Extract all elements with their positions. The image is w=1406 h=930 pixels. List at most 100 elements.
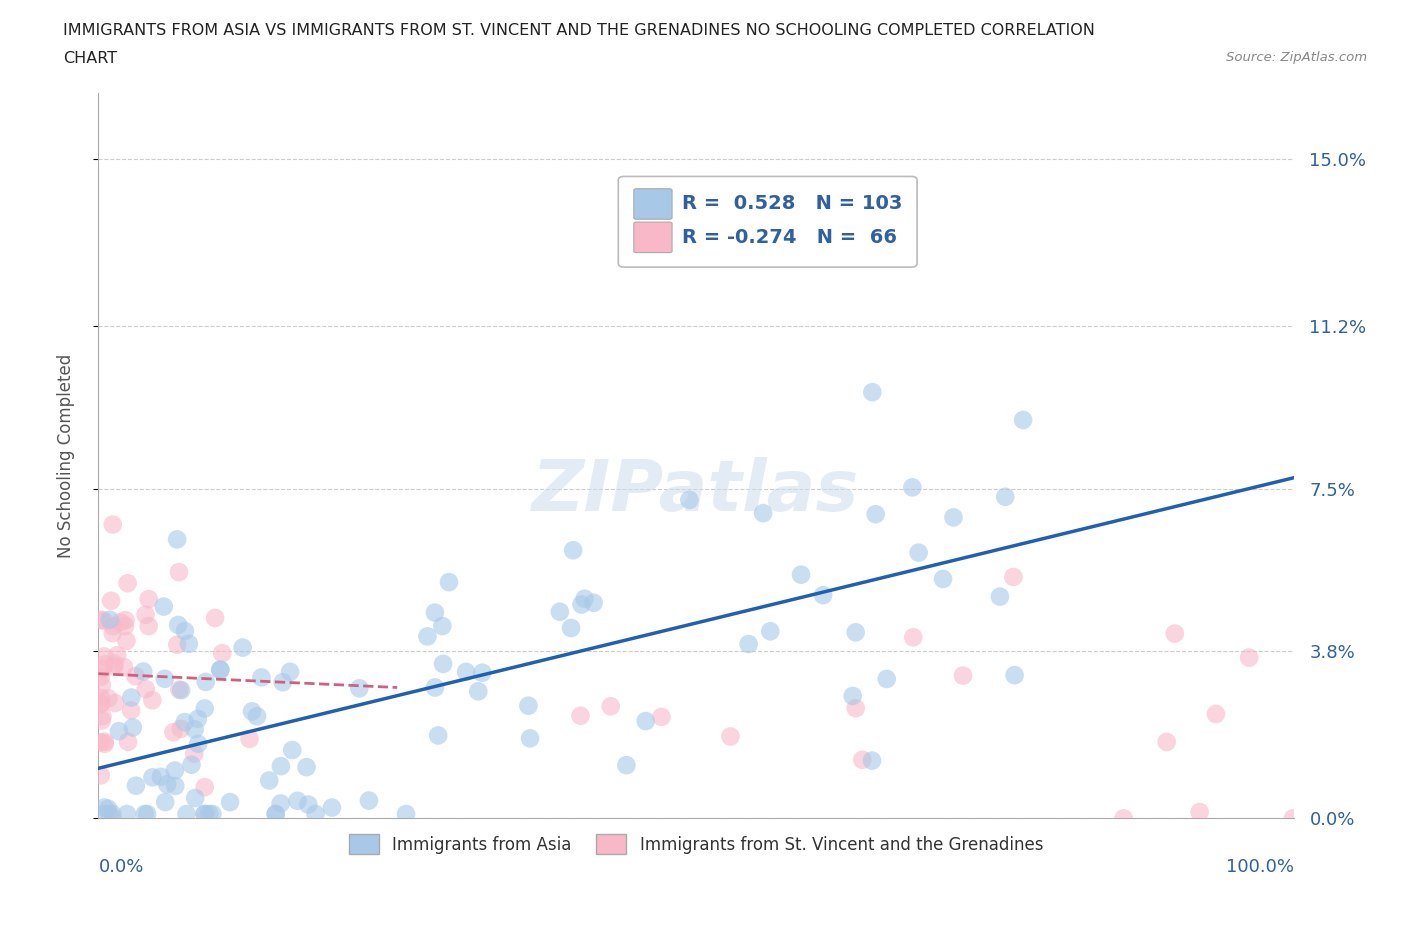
Y-axis label: No Schooling Completed: No Schooling Completed [56,353,75,558]
Point [562,543,585,558]
Point [138,618,160,633]
Point [94,657,117,671]
Point [790,567,813,582]
Point [114,613,136,628]
Point [651,710,673,724]
Point [90,696,112,711]
Point [238,731,260,746]
Point [1156,735,1178,750]
Point [1237,650,1260,665]
Point [117,735,139,750]
Point [169,683,191,698]
Point [845,700,868,715]
Point [98,612,121,627]
Point [321,800,343,815]
Point [1004,668,1026,683]
Point [246,709,269,724]
Point [193,806,215,821]
Point [1164,626,1187,641]
Point [121,720,143,735]
Point [219,794,242,809]
Point [166,637,188,652]
Point [194,701,217,716]
Point [103,659,125,674]
Point [124,669,146,684]
Point [599,698,621,713]
Point [264,806,287,821]
Point [994,489,1017,504]
Point [183,722,205,737]
Point [907,545,929,560]
Point [845,625,868,640]
Point [170,722,193,737]
Point [211,645,233,660]
Point [165,778,187,793]
Point [357,793,380,808]
Point [194,779,217,794]
Point [759,624,782,639]
Point [270,796,292,811]
Point [173,714,195,729]
Point [582,595,605,610]
Point [209,662,232,677]
Point [574,591,596,606]
Point [187,737,209,751]
Point [90,697,112,711]
Point [187,711,209,726]
Point [194,806,217,821]
Legend: Immigrants from Asia, Immigrants from St. Vincent and the Grenadines: Immigrants from Asia, Immigrants from St… [342,827,1050,861]
Point [176,806,198,821]
Point [860,385,883,400]
Point [93,800,115,815]
Point [456,664,478,679]
Point [432,618,454,633]
Point [860,753,883,768]
Point [98,806,121,821]
Point [174,624,197,639]
Point [135,607,157,622]
Point [517,698,540,713]
Point [135,682,157,697]
Point [134,806,156,821]
Point [93,737,115,751]
Point [105,648,128,663]
Point [90,768,112,783]
Point [132,664,155,679]
Point [184,790,207,805]
Point [432,657,454,671]
Point [101,618,124,633]
Point [427,728,450,743]
Point [278,664,301,679]
Point [162,724,184,739]
Point [117,576,139,591]
Point [163,764,186,778]
Point [841,688,863,703]
Point [115,806,138,821]
Point [183,746,205,761]
FancyBboxPatch shape [634,189,672,219]
Point [93,735,115,750]
Point [90,735,112,750]
FancyBboxPatch shape [634,222,672,253]
Point [720,729,742,744]
Point [101,626,124,641]
Point [932,572,955,587]
Point [90,690,112,705]
Point [811,588,834,603]
Point [101,811,124,826]
Point [201,806,224,821]
Point [104,696,127,711]
Point [876,671,898,686]
Point [467,684,489,698]
Point [101,806,124,821]
Point [112,659,135,674]
Point [90,713,112,728]
Point [903,630,925,644]
Point [395,806,418,821]
Point [616,758,638,773]
Point [91,661,114,676]
Point [166,532,188,547]
Text: R =  0.528   N = 103: R = 0.528 N = 103 [682,194,903,214]
Point [138,591,160,606]
Point [108,724,131,738]
